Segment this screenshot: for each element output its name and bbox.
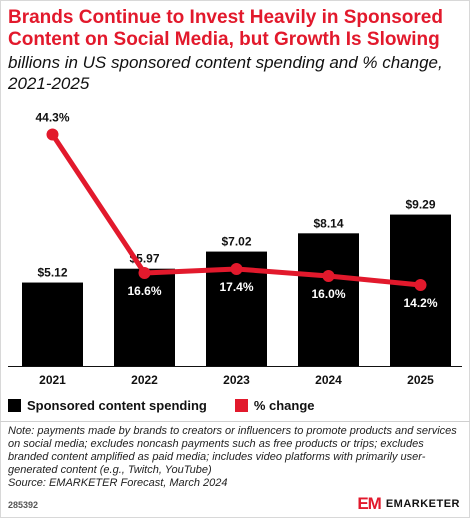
note-text: Note: payments made by brands to creator… [8,425,457,476]
line-value-label-2024: 16.0% [311,287,345,301]
brand-logo: EM EMARKETER [357,494,460,514]
legend-swatch-spending [8,398,21,412]
line-value-label-2021: 44.3% [35,111,69,125]
line-point-2022 [138,267,151,279]
line-value-label-2023: 17.4% [219,280,253,294]
line-point-2023 [230,263,243,275]
legend: Sponsored content spending % change [8,397,343,413]
bar-2021 [22,282,83,366]
source-text: Source: EMARKETER Forecast, March 2024 [8,477,228,489]
legend-label-spending: Sponsored content spending [27,397,207,413]
legend-swatch-change [234,398,248,412]
legend-label-change: % change [253,397,315,413]
chart-subtitle: billions in US sponsored content spendin… [8,53,443,93]
brand-name: EMARKETER [385,498,460,510]
line-value-label-2025: 14.2% [403,296,437,310]
line-series: 44.3% 16.6% 17.4% 16.0% 14.2% [35,111,437,311]
bar-value-label-2024: $8.14 [313,216,343,230]
x-axis: 2021 2022 2023 2024 2025 [8,366,462,387]
x-tick-label-2021: 2021 [39,373,66,387]
line-point-2025 [414,279,427,291]
bar-value-label-2021: $5.12 [37,266,67,280]
x-tick-label-2024: 2024 [315,373,342,387]
legend-item-spending: Sponsored content spending [8,398,207,413]
chart-id: 285392 [8,500,39,510]
chart-title: Brands Continue to Invest Heavily in Spo… [8,7,443,50]
x-tick-label-2025: 2025 [407,373,434,387]
bar-2024 [298,233,359,366]
notes: Note: payments made by brands to creator… [0,421,470,490]
line-point-2024 [322,270,335,282]
line-value-label-2022: 16.6% [127,284,161,298]
emarketer-logo-icon: EM [357,494,381,513]
bar-2022 [114,268,175,366]
bar-value-label-2023: $7.02 [221,235,251,249]
legend-item-change: % change [234,397,315,413]
x-tick-label-2022: 2022 [131,373,158,387]
combo-chart: $5.12$5.97$7.02$8.14$9.29 44.3%16.6% 17.4… [8,111,462,387]
bar-value-label-2025: $9.29 [405,198,435,212]
x-tick-label-2023: 2023 [223,373,250,387]
line-point-2021 [46,128,59,141]
